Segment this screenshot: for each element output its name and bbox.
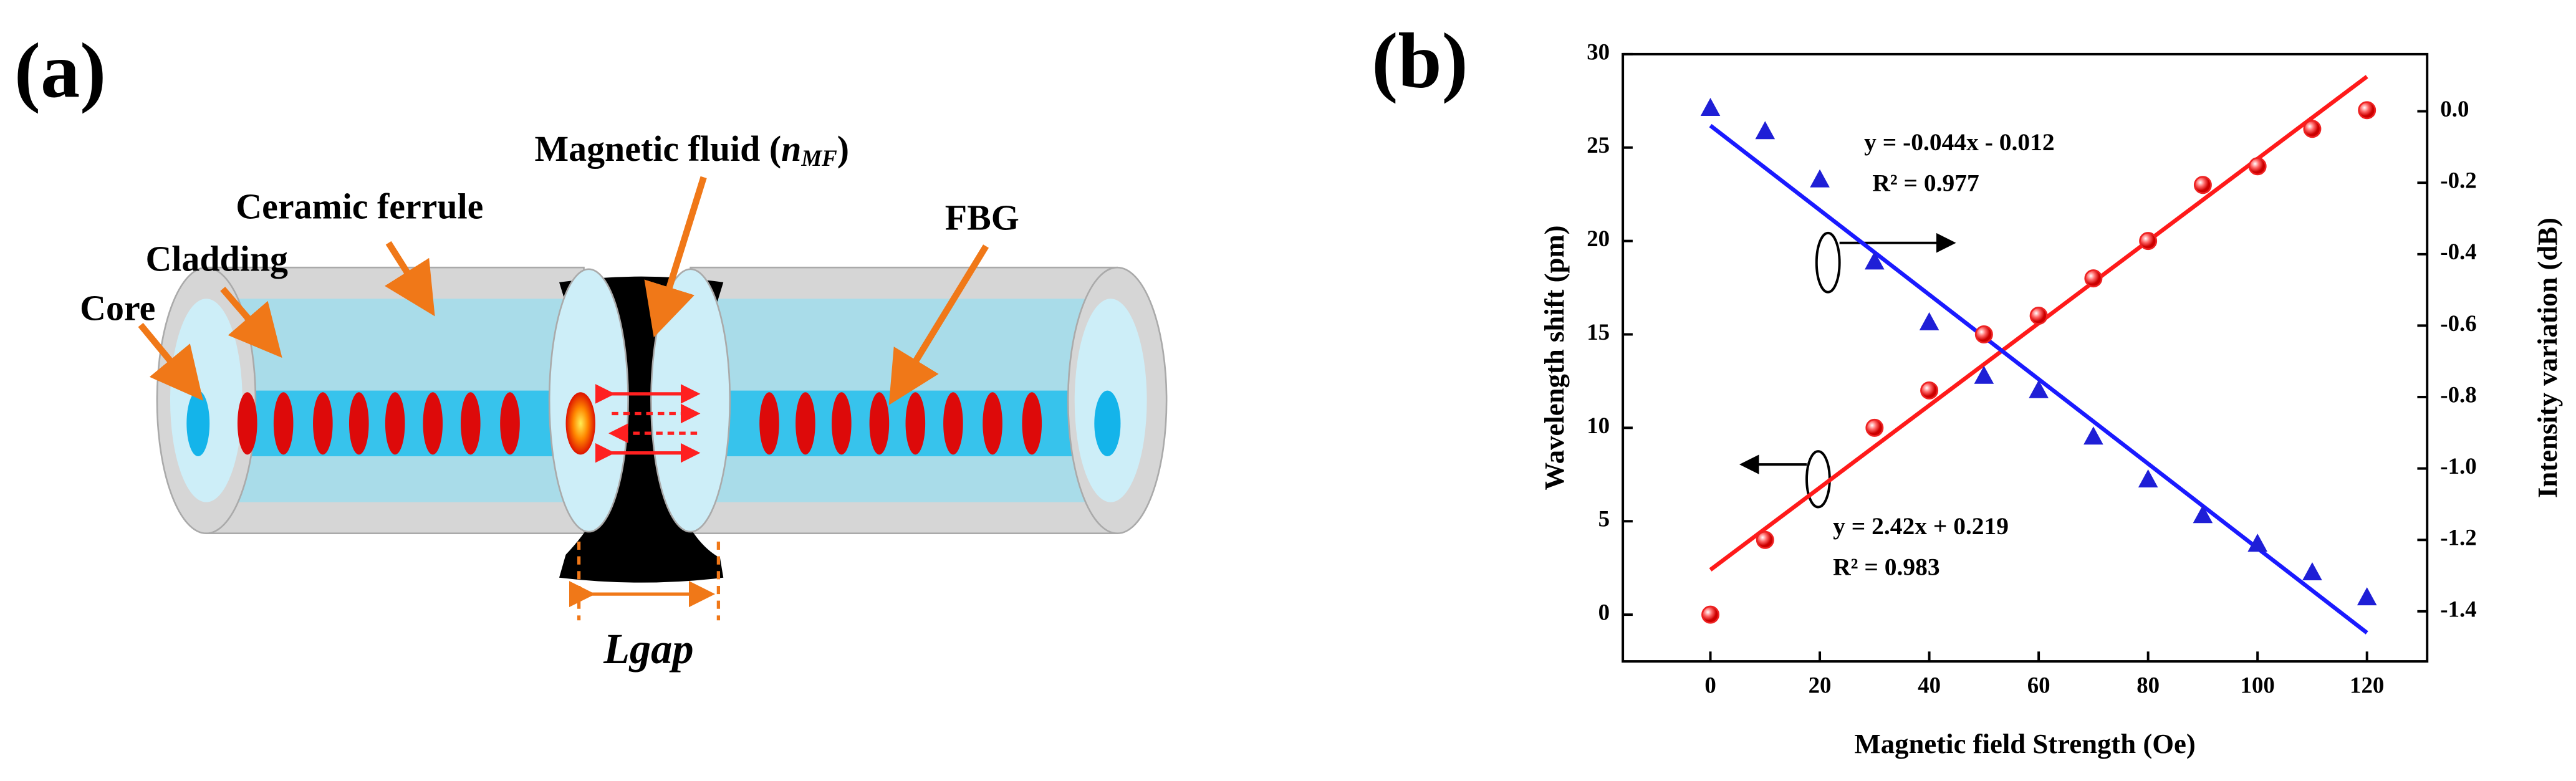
- point: [2193, 176, 2212, 194]
- y-tick-label: 20: [1587, 226, 1610, 251]
- label-part: MF: [800, 145, 837, 171]
- x-tick-label: 20: [1809, 673, 1832, 698]
- label: Lgap: [603, 625, 693, 673]
- label-part: L: [603, 625, 630, 673]
- gap-marker: [569, 541, 721, 621]
- x-tick-label: 0: [1704, 673, 1716, 698]
- core-end: [186, 390, 210, 456]
- axis-indicators: [1739, 231, 1956, 509]
- label: Cladding: [145, 239, 288, 279]
- y2-tick-label: -1.0: [2440, 453, 2476, 479]
- panel-label: (a): [14, 27, 106, 114]
- y2-tick-label: -0.6: [2440, 310, 2476, 336]
- annotation: R² = 0.977: [1872, 170, 1979, 197]
- point: [2302, 562, 2322, 580]
- core-end: [1094, 390, 1121, 456]
- point: [1701, 605, 1720, 624]
- point: [1700, 98, 1721, 117]
- point: [1974, 325, 1993, 343]
- annotation: y = 2.42x + 0.219: [1833, 512, 2009, 540]
- point: [2358, 101, 2377, 120]
- y-tick-label: 5: [1598, 506, 1610, 532]
- point: [2248, 157, 2267, 176]
- point: [2029, 380, 2049, 398]
- point: [2029, 307, 2048, 325]
- point: [2357, 587, 2377, 606]
- x-tick-label: 80: [2136, 673, 2160, 698]
- y2-tick-label: -0.2: [2440, 168, 2476, 193]
- point: [2139, 232, 2158, 251]
- gratings: [237, 392, 1042, 455]
- y2-tick-label: -0.4: [2440, 239, 2476, 264]
- y-tick-label: 15: [1587, 319, 1610, 345]
- point: [1865, 251, 1885, 270]
- point: [1755, 121, 1776, 140]
- label: Magnetic fluid (nMF): [534, 128, 849, 171]
- point: [2193, 505, 2213, 524]
- point: [2247, 534, 2267, 552]
- pointer-arrows: [138, 176, 989, 405]
- label-part: gap: [628, 625, 694, 673]
- y2-tick-label: 0.0: [2440, 96, 2469, 122]
- point: [1920, 381, 1939, 400]
- fit-line: [1709, 123, 2368, 635]
- point: [1974, 365, 1994, 384]
- label: FBG: [945, 198, 1019, 238]
- point: [2303, 120, 2322, 138]
- point: [1810, 169, 1830, 188]
- diagram: (a) Core Cladding Ceramic ferrule Magnet…: [14, 27, 1168, 673]
- y-tick-label: 0: [1598, 600, 1610, 625]
- label: Core: [80, 288, 155, 328]
- x-axis-label: Magnetic field Strength (Oe): [1855, 728, 2196, 759]
- annotation: y = -0.044x - 0.012: [1864, 128, 2054, 156]
- light-spot: [565, 392, 595, 455]
- y-tick-label: 30: [1587, 39, 1610, 64]
- light-arrows: [595, 384, 701, 463]
- y2-tick-label: -1.4: [2440, 596, 2476, 621]
- annotation: R² = 0.983: [1833, 553, 1939, 581]
- y2-axis-label: Intensity variation (dB): [2532, 218, 2563, 498]
- y-axis-label: Wavelength shift (pm): [1539, 225, 1570, 490]
- point: [2084, 269, 2103, 288]
- point: [2138, 469, 2158, 487]
- chart: (b) Magnetic field Strength (Oe) Wavelen…: [1372, 17, 2563, 760]
- point: [1865, 418, 1884, 437]
- x-tick-label: 60: [2027, 673, 2050, 698]
- label-part: Magnetic fluid (: [534, 128, 781, 169]
- x-tick-label: 100: [2241, 673, 2275, 698]
- panel-label: (b): [1372, 17, 1468, 105]
- label-part: ): [837, 128, 849, 169]
- y2-tick-label: -0.8: [2440, 381, 2476, 407]
- x-tick-label: 120: [2350, 673, 2384, 698]
- core: [690, 390, 1118, 456]
- x-tick-label: 40: [1918, 673, 1941, 698]
- label-part: n: [781, 128, 801, 169]
- plot-frame: [1622, 52, 2429, 663]
- y-tick-label: 25: [1587, 132, 1610, 158]
- end-face: [170, 299, 243, 502]
- point: [1756, 530, 1774, 549]
- point: [1919, 312, 1939, 330]
- label: Ceramic ferrule: [236, 186, 483, 226]
- y-tick-label: 10: [1587, 413, 1610, 438]
- y2-tick-label: -1.2: [2440, 525, 2476, 550]
- point: [2083, 426, 2103, 445]
